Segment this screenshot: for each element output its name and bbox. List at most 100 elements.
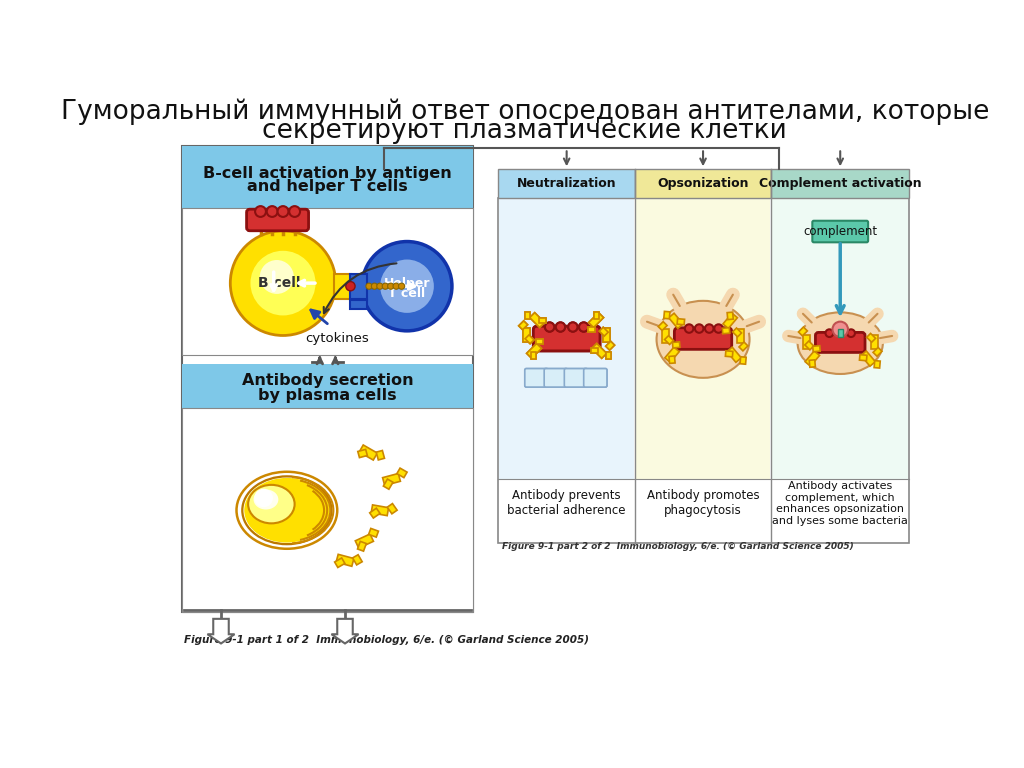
Polygon shape xyxy=(357,449,368,458)
Circle shape xyxy=(556,323,565,332)
Polygon shape xyxy=(665,336,674,345)
Polygon shape xyxy=(355,534,374,548)
Polygon shape xyxy=(722,328,730,334)
Polygon shape xyxy=(727,347,741,362)
Polygon shape xyxy=(594,312,599,319)
FancyBboxPatch shape xyxy=(636,199,770,478)
FancyBboxPatch shape xyxy=(350,274,368,299)
Polygon shape xyxy=(805,351,819,366)
Polygon shape xyxy=(371,505,388,515)
Polygon shape xyxy=(739,342,748,351)
Circle shape xyxy=(266,206,278,217)
Polygon shape xyxy=(539,318,546,323)
Text: complement: complement xyxy=(803,225,878,238)
FancyBboxPatch shape xyxy=(544,369,567,387)
Polygon shape xyxy=(526,343,542,359)
FancyBboxPatch shape xyxy=(534,326,600,351)
Polygon shape xyxy=(589,313,603,327)
Text: Antibody promotes
phagocytosis: Antibody promotes phagocytosis xyxy=(647,489,760,518)
Circle shape xyxy=(825,329,834,337)
Polygon shape xyxy=(606,341,614,350)
Polygon shape xyxy=(723,313,737,329)
Polygon shape xyxy=(861,351,876,366)
Circle shape xyxy=(579,323,589,332)
Circle shape xyxy=(847,329,855,337)
Circle shape xyxy=(705,324,714,333)
Polygon shape xyxy=(357,541,367,551)
FancyBboxPatch shape xyxy=(524,369,548,387)
Polygon shape xyxy=(665,347,679,362)
Circle shape xyxy=(278,206,289,217)
Polygon shape xyxy=(536,339,543,344)
FancyBboxPatch shape xyxy=(247,209,308,230)
Text: Helper: Helper xyxy=(384,276,430,290)
Polygon shape xyxy=(588,327,595,333)
Polygon shape xyxy=(606,353,611,359)
Polygon shape xyxy=(387,504,397,514)
Circle shape xyxy=(398,283,404,290)
Polygon shape xyxy=(866,333,876,343)
FancyBboxPatch shape xyxy=(499,169,635,198)
Text: Complement activation: Complement activation xyxy=(759,177,922,190)
Text: Figure 9-1 part 2 of 2  Immunobiology, 6/e. (© Garland Science 2005): Figure 9-1 part 2 of 2 Immunobiology, 6/… xyxy=(502,542,853,551)
Polygon shape xyxy=(529,313,545,327)
Polygon shape xyxy=(592,343,606,359)
Polygon shape xyxy=(589,313,603,327)
Polygon shape xyxy=(859,355,867,361)
Polygon shape xyxy=(606,353,611,359)
Text: and helper T cells: and helper T cells xyxy=(247,180,408,194)
Circle shape xyxy=(362,242,452,331)
Polygon shape xyxy=(376,451,384,460)
Text: B-cell activation by antigen: B-cell activation by antigen xyxy=(203,166,452,180)
Polygon shape xyxy=(591,348,598,353)
Circle shape xyxy=(382,283,388,290)
Circle shape xyxy=(833,322,848,337)
FancyBboxPatch shape xyxy=(534,326,600,351)
Circle shape xyxy=(568,323,578,332)
Text: Antibody prevents
bacterial adherence: Antibody prevents bacterial adherence xyxy=(508,489,626,518)
Polygon shape xyxy=(352,554,362,565)
FancyBboxPatch shape xyxy=(584,369,607,387)
Polygon shape xyxy=(603,329,610,343)
FancyBboxPatch shape xyxy=(182,146,473,207)
Circle shape xyxy=(579,323,589,332)
Polygon shape xyxy=(725,351,733,357)
Polygon shape xyxy=(525,335,534,344)
Polygon shape xyxy=(664,311,670,319)
Polygon shape xyxy=(870,335,878,349)
Text: Figure 9-1 part 1 of 2  Immunobiology, 6/e. (© Garland Science 2005): Figure 9-1 part 1 of 2 Immunobiology, 6/… xyxy=(183,634,589,644)
Polygon shape xyxy=(539,318,546,323)
Polygon shape xyxy=(669,356,675,363)
FancyBboxPatch shape xyxy=(499,198,909,544)
Polygon shape xyxy=(809,360,815,367)
Polygon shape xyxy=(529,313,545,327)
Polygon shape xyxy=(874,361,881,368)
FancyBboxPatch shape xyxy=(182,207,473,355)
Text: by plasma cells: by plasma cells xyxy=(258,388,397,403)
Circle shape xyxy=(568,323,578,332)
Circle shape xyxy=(372,283,378,290)
Polygon shape xyxy=(603,329,610,343)
Circle shape xyxy=(545,323,554,332)
Circle shape xyxy=(388,283,394,290)
Text: секретируют плазматические клетки: секретируют плазматические клетки xyxy=(262,118,787,144)
Polygon shape xyxy=(383,479,393,489)
Polygon shape xyxy=(336,554,354,566)
Polygon shape xyxy=(592,343,606,359)
Polygon shape xyxy=(677,319,685,325)
Ellipse shape xyxy=(254,489,279,509)
Polygon shape xyxy=(805,341,814,350)
Polygon shape xyxy=(606,341,614,350)
FancyBboxPatch shape xyxy=(182,364,473,408)
FancyArrow shape xyxy=(332,619,358,644)
Circle shape xyxy=(379,259,435,314)
FancyBboxPatch shape xyxy=(524,369,548,387)
FancyBboxPatch shape xyxy=(635,169,771,198)
Polygon shape xyxy=(530,353,537,359)
Polygon shape xyxy=(673,342,680,348)
Circle shape xyxy=(695,324,703,333)
Circle shape xyxy=(254,488,273,507)
Ellipse shape xyxy=(656,301,750,378)
Polygon shape xyxy=(519,321,527,329)
Polygon shape xyxy=(530,353,537,359)
